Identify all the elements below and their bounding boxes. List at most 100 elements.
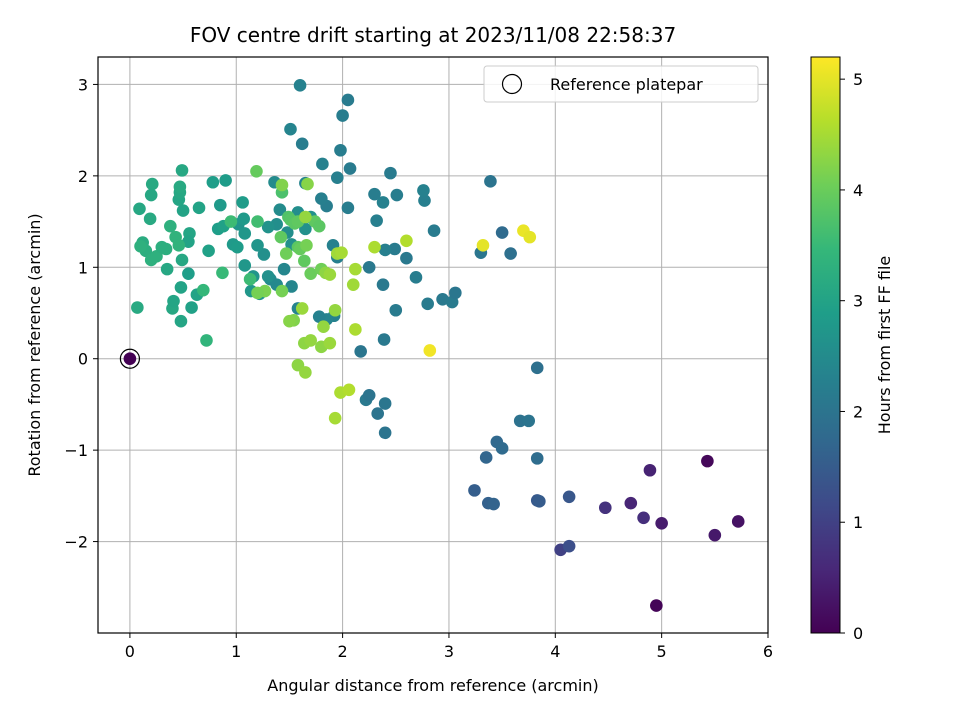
data-point xyxy=(650,599,663,612)
data-point xyxy=(206,175,220,189)
data-point xyxy=(637,511,650,525)
data-points xyxy=(119,79,745,612)
data-point xyxy=(123,352,137,366)
data-point xyxy=(354,345,367,358)
data-point xyxy=(134,239,147,253)
data-point xyxy=(299,366,312,379)
data-point xyxy=(423,344,437,357)
data-point xyxy=(133,202,146,216)
data-point xyxy=(175,253,189,267)
colorbar-tick-label: 4 xyxy=(853,181,863,200)
data-point xyxy=(261,220,275,234)
data-point xyxy=(336,109,349,122)
data-point xyxy=(279,247,293,260)
data-point xyxy=(643,463,657,477)
data-point xyxy=(243,272,257,286)
data-point xyxy=(200,334,213,347)
data-point xyxy=(495,226,509,239)
data-point xyxy=(346,278,360,291)
legend: Reference platepar xyxy=(483,65,759,103)
data-point xyxy=(562,490,576,504)
data-point xyxy=(304,267,317,280)
data-point xyxy=(484,175,497,188)
data-point xyxy=(275,178,289,192)
data-point xyxy=(390,188,404,202)
data-point xyxy=(238,227,252,240)
data-point xyxy=(283,314,296,328)
data-point xyxy=(301,177,314,191)
data-point xyxy=(624,496,638,510)
data-point xyxy=(295,302,309,315)
data-point xyxy=(371,407,384,420)
data-point xyxy=(655,516,668,530)
data-point xyxy=(304,334,317,347)
data-point xyxy=(328,411,342,425)
reference-platepar-marker xyxy=(119,348,141,369)
data-point xyxy=(172,239,186,252)
data-point xyxy=(370,214,383,227)
data-point xyxy=(159,242,173,256)
data-point xyxy=(299,210,312,224)
data-point xyxy=(144,188,158,202)
data-point xyxy=(504,247,517,260)
data-point xyxy=(174,314,188,328)
colorbar-tick-label: 3 xyxy=(853,292,863,311)
x-tick-label: 3 xyxy=(444,642,454,661)
data-point xyxy=(251,215,264,228)
y-tick-label: 0 xyxy=(78,350,88,369)
data-point xyxy=(384,166,397,180)
data-point xyxy=(342,383,356,397)
data-point xyxy=(334,143,347,157)
data-point xyxy=(317,320,330,334)
data-point xyxy=(335,246,348,259)
data-point xyxy=(487,497,500,511)
data-point xyxy=(341,93,355,107)
data-point xyxy=(427,224,441,238)
data-point xyxy=(300,239,313,252)
data-point xyxy=(341,201,355,215)
x-tick-label: 6 xyxy=(763,642,773,661)
data-point xyxy=(250,164,263,178)
axis-ticks: 0 1 2 3 4 5 6 −2 −1 0 1 2 3 xyxy=(64,75,773,661)
x-tick-label: 1 xyxy=(231,642,241,661)
data-point xyxy=(328,303,342,317)
data-point xyxy=(284,122,297,136)
data-point xyxy=(231,240,244,254)
data-point xyxy=(312,310,326,323)
data-point xyxy=(174,281,188,294)
data-point xyxy=(377,333,391,346)
data-point xyxy=(731,515,745,528)
data-point xyxy=(192,201,206,215)
data-point xyxy=(315,192,328,206)
data-point xyxy=(236,196,249,209)
data-point xyxy=(261,270,275,283)
data-point xyxy=(530,452,544,465)
data-point xyxy=(349,323,362,336)
y-axis-title: Rotation from reference (arcmin) xyxy=(25,213,44,476)
data-point xyxy=(476,239,490,252)
x-tick-label: 4 xyxy=(550,642,560,661)
data-point xyxy=(167,294,180,308)
data-point xyxy=(277,262,291,276)
data-point xyxy=(349,262,362,276)
data-point xyxy=(417,184,430,197)
x-tick-label: 5 xyxy=(657,642,667,661)
data-point xyxy=(376,196,390,209)
data-point xyxy=(495,442,509,455)
data-point xyxy=(237,212,250,226)
data-point xyxy=(145,177,159,191)
y-tick-label: 1 xyxy=(78,258,88,277)
data-point xyxy=(409,271,423,284)
y-tick-label: 2 xyxy=(78,167,88,186)
data-point xyxy=(238,259,252,272)
y-tick-label: −2 xyxy=(64,533,88,552)
legend-marker-reference xyxy=(501,73,523,95)
data-point xyxy=(131,301,144,314)
data-point xyxy=(368,187,381,201)
data-point xyxy=(224,215,238,228)
data-point xyxy=(323,336,337,350)
data-point xyxy=(293,79,307,92)
data-point xyxy=(400,234,413,248)
grid xyxy=(98,57,769,633)
data-point xyxy=(449,286,462,300)
